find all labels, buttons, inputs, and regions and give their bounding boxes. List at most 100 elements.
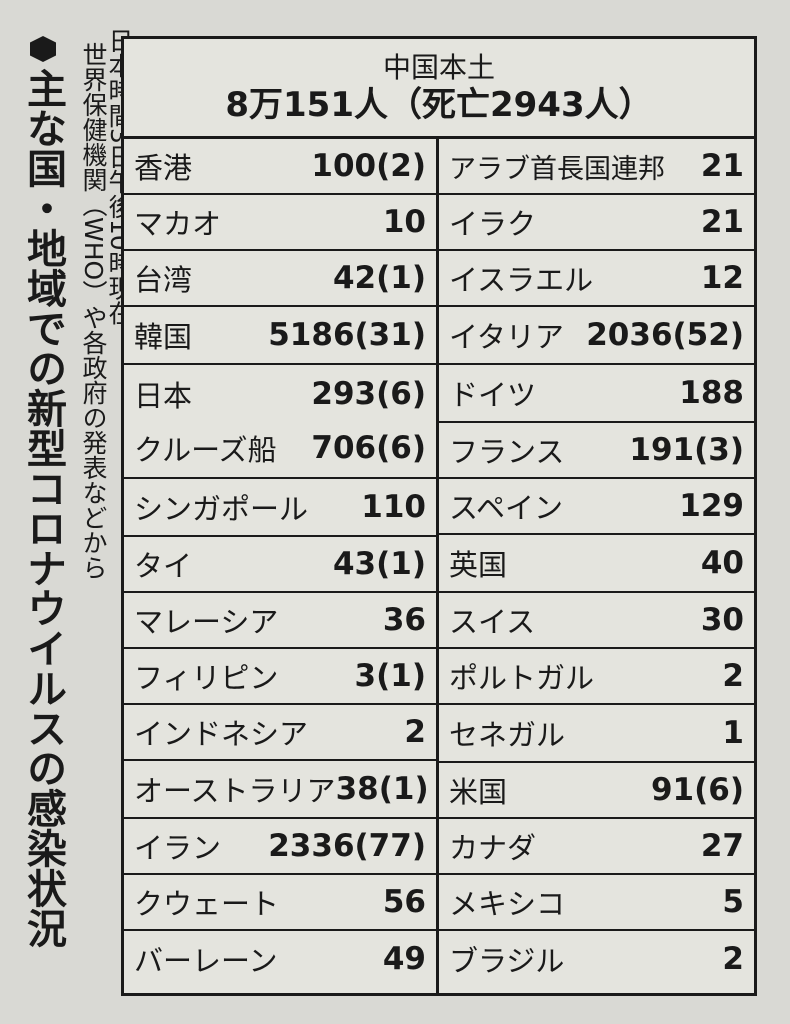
case-count: 42(1) bbox=[332, 260, 426, 296]
table-row: クウェート 56 bbox=[124, 875, 436, 931]
country-name: メキシコ bbox=[449, 887, 566, 921]
table-row: 台湾 42(1) bbox=[124, 251, 436, 307]
case-count: 5 bbox=[722, 884, 744, 920]
case-count: 36 bbox=[382, 602, 426, 638]
table-row: スペイン 129 bbox=[439, 479, 754, 535]
table-row: 米国 91(6) bbox=[439, 763, 754, 819]
country-name: マカオ bbox=[134, 207, 222, 241]
country-name: ポルトガル bbox=[449, 661, 595, 695]
country-name: イラン bbox=[134, 831, 222, 865]
case-count: 38(1) bbox=[335, 771, 429, 807]
case-count: 56 bbox=[382, 884, 426, 920]
case-count: 12 bbox=[700, 260, 744, 296]
table-row: セネガル 1 bbox=[439, 705, 754, 763]
case-count: 191(3) bbox=[629, 432, 744, 468]
case-count: 293(6) bbox=[311, 376, 426, 413]
table-row: フランス 191(3) bbox=[439, 423, 754, 479]
country-name: 日本 bbox=[134, 379, 193, 414]
country-name: ドイツ bbox=[449, 378, 537, 412]
country-name: シンガポール bbox=[134, 492, 309, 526]
country-name: 英国 bbox=[449, 548, 508, 582]
right-column: アラブ首長国連邦 21 イラク 21 イスラエル 12 イタリア 2036(52) ドイツ 188… bbox=[439, 139, 754, 993]
case-count: 27 bbox=[700, 828, 744, 864]
cube-icon bbox=[30, 36, 56, 62]
country-name: イタリア bbox=[449, 320, 564, 354]
country-name: 香港 bbox=[134, 151, 193, 185]
sub-row: 日本 293(6) bbox=[134, 367, 426, 421]
country-name: スペイン bbox=[449, 491, 563, 525]
table-row: 韓国 5186(31) bbox=[124, 307, 436, 365]
table-row: オーストラリア 38(1) bbox=[124, 761, 436, 819]
country-name: イラク bbox=[449, 207, 537, 241]
case-count: 2 bbox=[722, 941, 744, 977]
table-row: シンガポール 110 bbox=[124, 479, 436, 537]
case-count: 43(1) bbox=[332, 546, 426, 582]
table-row: インドネシア 2 bbox=[124, 705, 436, 761]
country-name: アラブ首長国連邦 bbox=[449, 153, 665, 185]
country-name: インドネシア bbox=[134, 717, 309, 751]
country-name: フランス bbox=[449, 435, 565, 469]
table-row: タイ 43(1) bbox=[124, 537, 436, 593]
left-column: 香港 100(2) マカオ 10 台湾 42(1) 韓国 5186(31) 日本 293(6) クル… bbox=[124, 139, 439, 993]
country-name: マレーシア bbox=[134, 605, 279, 639]
case-count: 2 bbox=[722, 658, 744, 694]
table-row: イラン 2336(77) bbox=[124, 819, 436, 875]
case-count: 5186(31) bbox=[268, 317, 426, 353]
country-name: カナダ bbox=[449, 831, 537, 865]
case-count: 129 bbox=[679, 488, 744, 524]
country-name: タイ bbox=[134, 549, 193, 583]
table-row: 英国 40 bbox=[439, 535, 754, 593]
country-name: バーレーン bbox=[134, 944, 278, 978]
table-row: イスラエル 12 bbox=[439, 251, 754, 307]
source-line-origin: 世界保健機関（WHO）や各政府の発表などから bbox=[79, 42, 108, 581]
country-name: スイス bbox=[449, 605, 536, 639]
case-count: 706(6) bbox=[311, 429, 426, 466]
case-count: 3(1) bbox=[354, 658, 426, 694]
country-name: クルーズ船 bbox=[134, 432, 277, 467]
table-row: 日本 293(6) クルーズ船 706(6) bbox=[124, 365, 436, 479]
page-title: 主な国・地域での新型コロナウイルスの感染状況 bbox=[20, 68, 66, 948]
table-grid: 香港 100(2) マカオ 10 台湾 42(1) 韓国 5186(31) 日本 293(6) クル… bbox=[124, 139, 754, 993]
table-row: アラブ首長国連邦 21 bbox=[439, 139, 754, 195]
case-count: 40 bbox=[700, 545, 744, 581]
table-row: カナダ 27 bbox=[439, 819, 754, 875]
case-count: 1 bbox=[722, 715, 744, 751]
country-name: オーストラリア bbox=[134, 774, 336, 808]
case-count: 21 bbox=[700, 204, 744, 240]
case-count: 2036(52) bbox=[586, 317, 744, 353]
table-header: 中国本土 8万151人（死亡2943人） bbox=[124, 39, 754, 139]
data-table: 中国本土 8万151人（死亡2943人） 香港 100(2) マカオ 10 台湾 42(1… bbox=[121, 36, 757, 996]
case-count: 10 bbox=[382, 204, 426, 240]
table-row: フィリピン 3(1) bbox=[124, 649, 436, 705]
case-count: 21 bbox=[700, 148, 744, 184]
case-count: 91(6) bbox=[650, 772, 744, 808]
table-row: イタリア 2036(52) bbox=[439, 307, 754, 365]
country-name: セネガル bbox=[449, 718, 566, 752]
table-row: 香港 100(2) bbox=[124, 139, 436, 195]
table-row: ドイツ 188 bbox=[439, 365, 754, 423]
header-region: 中国本土 bbox=[382, 51, 495, 84]
table-row: バーレーン 49 bbox=[124, 931, 436, 987]
table-row: メキシコ 5 bbox=[439, 875, 754, 931]
header-figure: 8万151人（死亡2943人） bbox=[225, 85, 653, 125]
case-count: 2336(77) bbox=[268, 828, 426, 864]
case-count: 110 bbox=[361, 489, 426, 525]
table-row: マカオ 10 bbox=[124, 195, 436, 251]
country-name: クウェート bbox=[134, 887, 280, 921]
table-row: スイス 30 bbox=[439, 593, 754, 649]
table-row: イラク 21 bbox=[439, 195, 754, 251]
table-row: ポルトガル 2 bbox=[439, 649, 754, 705]
country-name: 韓国 bbox=[134, 320, 193, 354]
case-count: 100(2) bbox=[311, 148, 426, 184]
sub-row: クルーズ船 706(6) bbox=[134, 421, 426, 475]
country-name: 台湾 bbox=[134, 263, 193, 297]
side-title: 主な国・地域での新型コロナウイルスの感染状況 bbox=[14, 36, 72, 948]
country-name: 米国 bbox=[449, 775, 508, 809]
country-name: ブラジル bbox=[449, 944, 565, 978]
case-count: 188 bbox=[679, 375, 744, 411]
case-count: 2 bbox=[404, 714, 426, 750]
country-name: フィリピン bbox=[134, 661, 279, 695]
country-name: イスラエル bbox=[449, 263, 594, 297]
case-count: 49 bbox=[382, 941, 426, 977]
table-row: ブラジル 2 bbox=[439, 931, 754, 987]
